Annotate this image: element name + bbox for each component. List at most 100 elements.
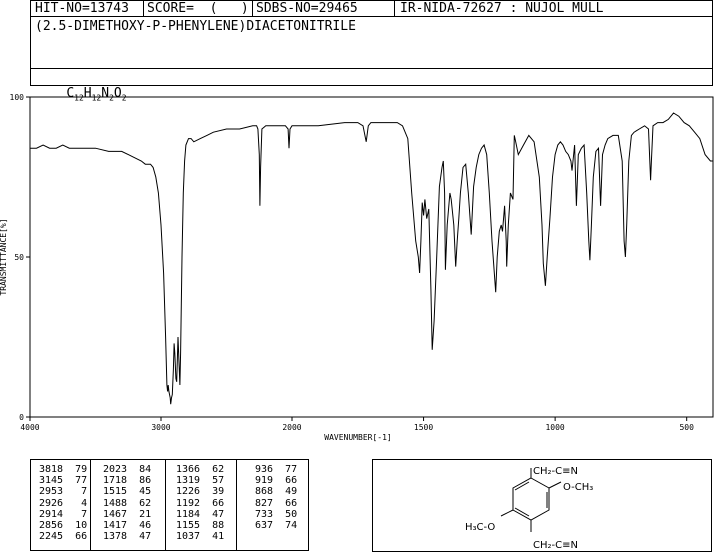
peak-transmittance: 47 [200,508,225,520]
peak-row: 1226 39 [176,486,224,497]
header-divider [252,1,253,17]
y-tick-label: 100 [10,93,25,102]
peak-row: 1184 47 [176,509,224,520]
peak-wavenumber: 1515 [103,486,128,498]
peak-row: 1366 62 [176,464,224,475]
peak-transmittance: 66 [273,475,298,487]
substituent-bonds [500,468,562,532]
peak-row: 2245 66 [39,531,87,542]
peak-transmittance: 88 [200,520,225,532]
bottom-substituent: CH₂-C≡N [533,540,578,551]
peak-table-divider [165,460,166,550]
peak-transmittance: 50 [273,508,298,520]
peak-transmittance: 66 [273,497,298,509]
x-axis-label: WAVENUMBER[-1] [324,433,391,442]
peak-row: 1155 88 [176,520,224,531]
x-axis-ticks: 4000 3000 2000 1500 1000 500 [20,417,694,432]
peak-row: 1515 45 [103,486,151,497]
molecule-structure: CH₂-C≡N O-CH₃ H₃C-O CH₂-C≡N [465,466,593,551]
peak-column: 2023 84 1718 86 1515 45 1488 62 1467 21 1417 … [103,464,151,542]
x-tick-label: 2000 [282,423,301,432]
peak-transmittance: 57 [200,475,225,487]
compound-name-box: (2.5-DIMETHOXY-P-PHENYLENE)DIACETONITRIL… [30,16,713,69]
peak-row: 1037 41 [176,531,224,542]
y-axis-label: TRANSMITTANCE[%] [0,218,8,295]
peak-wavenumber: 868 [249,486,274,498]
peak-column: 3818 79 3145 77 2953 7 2926 4 2914 7 2856 10 2… [39,464,87,542]
peak-transmittance: 66 [63,531,88,543]
peak-row: 637 74 [249,520,297,531]
peak-transmittance: 45 [127,486,152,498]
peak-wavenumber: 2914 [39,508,64,520]
peak-transmittance: 10 [63,520,88,532]
peak-row: 936 77 [249,464,297,475]
compound-name: (2.5-DIMETHOXY-P-PHENYLENE)DIACETONITRIL… [35,19,356,34]
peak-row: 1378 47 [103,531,151,542]
x-tick-label: 4000 [20,423,39,432]
peak-row: 1417 46 [103,520,151,531]
sdbs-number: SDBS-NO=29465 [256,1,358,16]
peak-transmittance: 49 [273,486,298,498]
peak-row: 868 49 [249,486,297,497]
peak-row: 2953 7 [39,486,87,497]
header-divider [143,1,144,17]
peak-wavenumber: 733 [249,508,274,520]
peak-wavenumber: 1378 [103,531,128,543]
peak-wavenumber: 1037 [176,531,201,543]
peak-wavenumber: 1319 [176,475,201,487]
peak-wavenumber: 1366 [176,464,201,475]
peak-transmittance: 74 [273,520,298,532]
peak-wavenumber: 2245 [39,531,64,543]
peak-wavenumber: 936 [249,464,274,475]
spectrum-line [30,112,713,405]
peak-wavenumber: 1192 [176,497,201,509]
peak-transmittance: 86 [127,475,152,487]
peak-row: 1467 21 [103,509,151,520]
peak-wavenumber: 637 [249,520,274,532]
peak-transmittance: 7 [63,508,88,520]
x-tick-label: 3000 [151,423,170,432]
peak-wavenumber: 1155 [176,520,201,532]
peak-row: 2914 7 [39,509,87,520]
peak-row: 2023 84 [103,464,151,475]
peak-transmittance: 62 [127,497,152,509]
y-tick-label: 50 [14,253,24,262]
peak-transmittance: 62 [200,464,225,475]
molecular-formula: C12H12N2O2 [66,86,127,103]
peak-wavenumber: 2023 [103,464,128,475]
peak-table-divider [236,460,237,550]
peak-row: 919 66 [249,475,297,486]
peak-table-divider [90,460,91,550]
hit-number: HIT-NO=13743 [35,1,129,16]
x-tick-label: 1500 [414,423,433,432]
peak-transmittance: 39 [200,486,225,498]
peak-row: 3145 77 [39,475,87,486]
y-axis-ticks: 100 50 0 [10,93,30,422]
right-substituent: O-CH₃ [563,482,593,493]
formula-box: C12H12N2O2 [30,68,713,103]
peak-wavenumber: 827 [249,497,274,509]
peak-wavenumber: 1417 [103,520,128,532]
peak-row: 1192 66 [176,498,224,509]
peak-row: 3818 79 [39,464,87,475]
peak-transmittance: 7 [63,486,88,498]
peak-transmittance: 41 [200,531,225,543]
peak-wavenumber: 2856 [39,520,64,532]
peak-wavenumber: 1467 [103,508,128,520]
peak-transmittance: 47 [127,531,152,543]
peak-wavenumber: 1718 [103,475,128,487]
peak-column: 936 77 919 66 868 49 827 66 733 50 637 7… [249,464,297,531]
peak-transmittance: 21 [127,508,152,520]
peak-wavenumber: 1226 [176,486,201,498]
peak-transmittance: 4 [63,497,88,509]
structure-box: CH₂-C≡N O-CH₃ H₃C-O CH₂-C≡N [372,459,712,552]
peak-transmittance: 84 [127,464,152,475]
peak-wavenumber: 1488 [103,497,128,509]
peak-wavenumber: 2926 [39,497,64,509]
plot-frame [29,96,714,418]
peak-row: 2856 10 [39,520,87,531]
peak-transmittance: 66 [200,497,225,509]
score: SCORE= ( ) [147,1,249,16]
y-tick-label: 0 [19,413,24,422]
